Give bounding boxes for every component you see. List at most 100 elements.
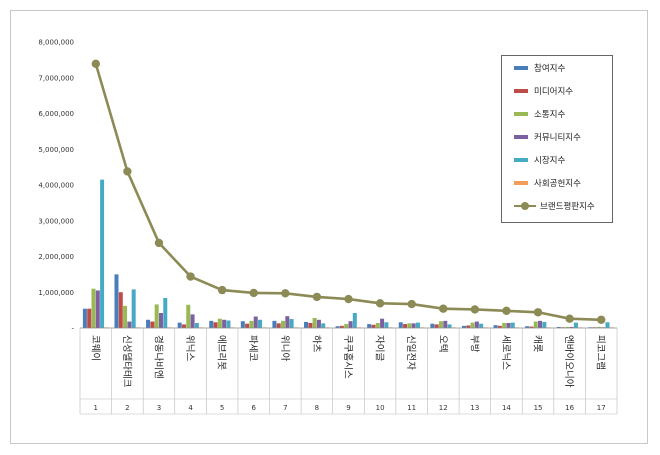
category-label: 쿠쿠홈시스 <box>342 335 354 379</box>
legend-swatch <box>514 158 528 162</box>
bar-5 <box>258 319 263 328</box>
bar-2 <box>339 325 344 328</box>
line-point <box>439 304 448 313</box>
bar-5 <box>163 297 168 328</box>
legend-label: 참여지수 <box>534 64 566 74</box>
bar-5 <box>226 320 231 328</box>
line-point <box>154 238 164 248</box>
bar-1 <box>272 320 277 328</box>
bar-2 <box>308 322 313 328</box>
bar-1 <box>177 322 182 328</box>
bar-4 <box>127 321 132 328</box>
bar-4 <box>411 323 416 328</box>
bar-5 <box>479 323 484 328</box>
bar-3 <box>407 323 412 328</box>
legend-swatch <box>514 112 528 116</box>
bar-4 <box>443 320 448 328</box>
line-point <box>217 285 227 295</box>
bar-2 <box>150 321 155 328</box>
bar-1 <box>146 319 151 328</box>
category-label: 경동나비엔 <box>152 335 164 379</box>
category-label: 신성델타테크 <box>121 335 133 388</box>
legend-label: 브랜드평판지수 <box>540 202 595 212</box>
legend-label: 시장지수 <box>534 156 566 166</box>
legend-swatch <box>514 66 528 70</box>
legend-item: 미디어지수 <box>514 84 573 98</box>
bar-2 <box>529 326 534 328</box>
line-point <box>407 299 416 309</box>
bar-5 <box>542 321 547 328</box>
line-point <box>281 289 290 298</box>
bar-3 <box>91 288 96 328</box>
bar-1 <box>335 326 340 328</box>
category-label: 코웨이 <box>89 335 101 361</box>
bar-4 <box>569 326 574 328</box>
category-label: 파세코 <box>247 335 258 361</box>
bar-2 <box>245 323 250 328</box>
bar-4 <box>190 314 195 328</box>
rank-label: 15 <box>534 404 543 412</box>
category-label: 자이글 <box>374 335 385 361</box>
bar-1 <box>525 326 530 328</box>
bar-1 <box>114 274 119 328</box>
bar-5 <box>100 179 105 328</box>
rank-label: 16 <box>565 404 574 412</box>
bar-4 <box>95 290 100 328</box>
bar-1 <box>209 320 214 328</box>
line-point <box>565 314 574 323</box>
x-axis: 코웨이 1 신성델타테크 2 경동나비엔 3 위닉스 4 에브리봇 5 파세코 6 위니아 7 하츠 8 쿠쿠홈… <box>79 327 618 415</box>
bar-2 <box>403 324 408 328</box>
legend: 참여지수 미디어지수 소통지수 커뮤니티지수 시장지수 사회공헌지수 브랜드평판지수 <box>501 55 613 223</box>
bar-3 <box>281 320 286 328</box>
line-point <box>533 308 543 317</box>
y-tick-label: 5,000,000 <box>38 146 74 154</box>
bars <box>82 179 614 328</box>
rank-label: 14 <box>502 404 511 412</box>
bar-5 <box>510 322 515 328</box>
category-label: 위니아 <box>279 335 291 361</box>
bar-1 <box>556 326 561 328</box>
legend-line-marker <box>514 202 536 210</box>
rank-label: 2 <box>125 404 129 412</box>
legend-item: 브랜드평판지수 <box>514 199 595 213</box>
category-label: 신일전자 <box>405 335 416 370</box>
rank-label: 6 <box>252 404 257 412</box>
bar-5 <box>605 322 610 328</box>
bar-3 <box>502 322 507 328</box>
line-point <box>375 299 385 308</box>
line-point <box>502 306 511 316</box>
bar-3 <box>596 326 601 328</box>
bar-2 <box>118 292 123 328</box>
bar-1 <box>82 308 87 328</box>
line-point <box>597 315 606 324</box>
bar-4 <box>158 312 163 328</box>
category-label: 캐롯 <box>532 335 543 353</box>
rank-label: 7 <box>283 404 287 412</box>
bar-3 <box>375 322 380 328</box>
legend-swatch <box>514 181 528 185</box>
bar-4 <box>222 319 227 328</box>
bar-1 <box>240 321 245 328</box>
bar-1 <box>493 325 498 328</box>
bar-2 <box>181 324 186 328</box>
bar-1 <box>398 322 403 328</box>
bar-3 <box>249 320 254 328</box>
bar-1 <box>461 325 466 328</box>
bar-2 <box>466 325 471 328</box>
rank-label: 11 <box>407 404 416 412</box>
line-point <box>186 272 195 281</box>
bar-5 <box>194 322 199 328</box>
bar-5 <box>573 322 578 328</box>
line-point <box>312 292 322 302</box>
bar-3 <box>438 321 443 328</box>
category-label: 오텍 <box>437 335 448 352</box>
category-label: 피코그램 <box>595 335 607 370</box>
rank-label: 10 <box>376 404 385 412</box>
category-label: 세로닉스 <box>500 335 511 370</box>
bar-3 <box>344 324 349 328</box>
bar-2 <box>371 324 376 328</box>
bar-2 <box>276 323 281 328</box>
rank-label: 5 <box>220 404 224 412</box>
bar-3 <box>154 304 159 328</box>
